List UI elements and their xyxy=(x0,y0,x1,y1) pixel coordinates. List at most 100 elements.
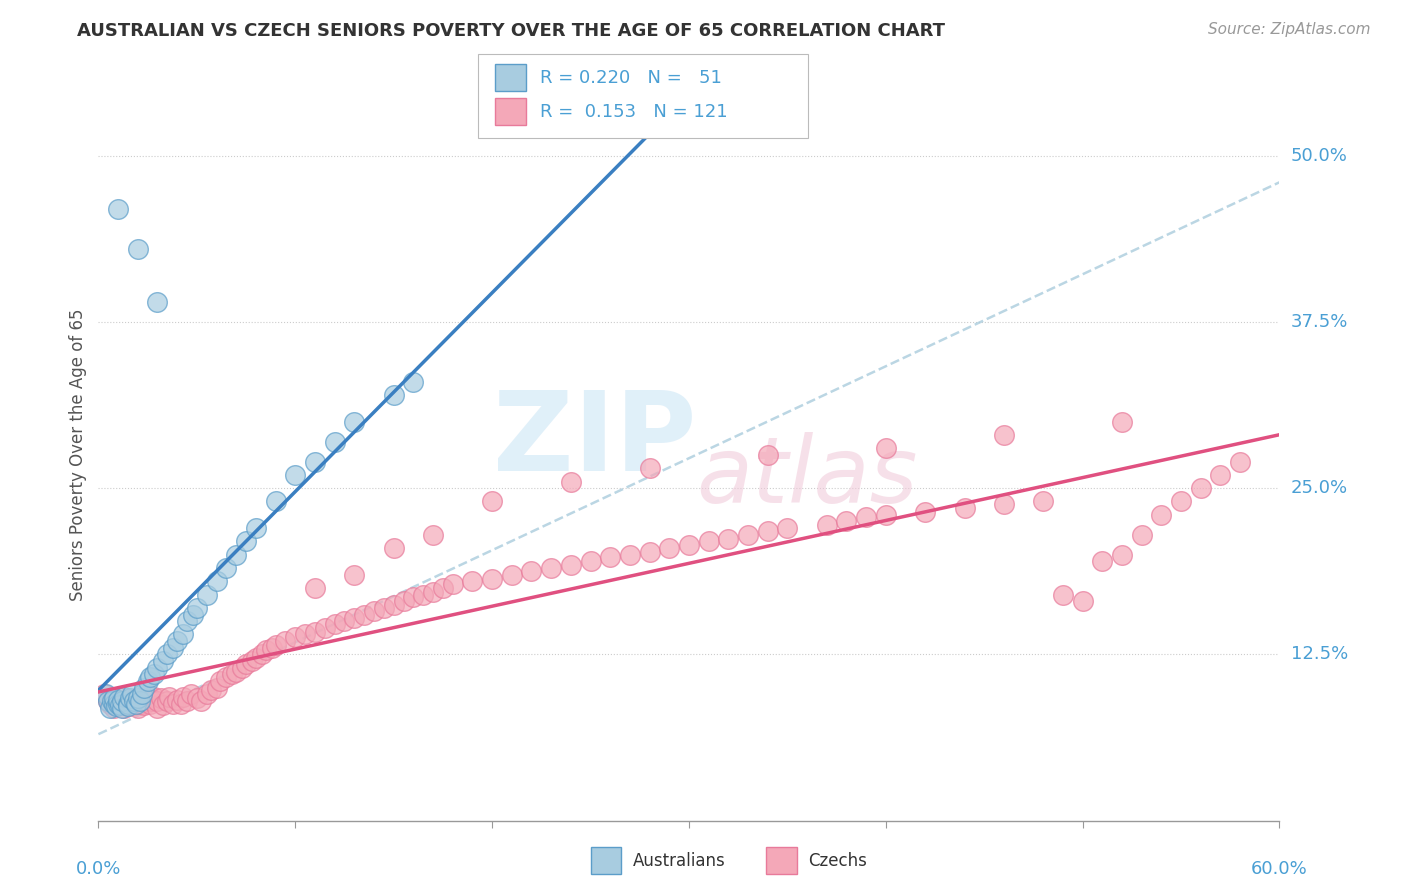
Point xyxy=(127,694,149,708)
Point xyxy=(1071,594,1094,608)
Point xyxy=(107,692,129,706)
Point xyxy=(441,577,464,591)
Point xyxy=(180,687,202,701)
Point xyxy=(146,295,169,310)
Point xyxy=(121,697,143,711)
Point xyxy=(333,614,356,628)
Point xyxy=(432,581,454,595)
Point xyxy=(162,640,184,655)
Point xyxy=(138,697,160,711)
Point xyxy=(304,624,326,639)
Point xyxy=(125,691,148,706)
Point xyxy=(353,607,375,622)
Point xyxy=(146,661,169,675)
Point xyxy=(142,690,165,704)
Text: R = 0.220   N =   51: R = 0.220 N = 51 xyxy=(540,69,721,87)
Point xyxy=(343,611,366,625)
Point xyxy=(146,694,169,708)
Point xyxy=(815,518,838,533)
Point xyxy=(105,694,128,708)
Point xyxy=(225,665,247,679)
Point xyxy=(756,448,779,462)
Point xyxy=(638,461,661,475)
Point xyxy=(195,588,218,602)
Point xyxy=(111,694,134,708)
Point xyxy=(1150,508,1173,522)
Text: AUSTRALIAN VS CZECH SENIORS POVERTY OVER THE AGE OF 65 CORRELATION CHART: AUSTRALIAN VS CZECH SENIORS POVERTY OVER… xyxy=(77,22,945,40)
Point xyxy=(117,699,139,714)
Point xyxy=(209,673,232,688)
Text: ZIP: ZIP xyxy=(492,387,696,494)
Point xyxy=(658,541,681,555)
Point xyxy=(756,524,779,538)
Point xyxy=(205,681,228,695)
Point xyxy=(190,694,212,708)
Point xyxy=(117,699,139,714)
Point xyxy=(737,527,759,541)
Point xyxy=(914,505,936,519)
Point xyxy=(166,634,188,648)
Point xyxy=(875,442,897,456)
Point xyxy=(254,643,277,657)
Point xyxy=(250,648,273,662)
Point xyxy=(402,591,425,605)
Point xyxy=(176,614,198,628)
Point xyxy=(146,700,169,714)
Point xyxy=(111,700,134,714)
Text: 0.0%: 0.0% xyxy=(76,860,121,878)
Text: R =  0.153   N = 121: R = 0.153 N = 121 xyxy=(540,103,727,120)
Text: 25.0%: 25.0% xyxy=(1291,479,1348,497)
Point xyxy=(284,467,307,482)
Point xyxy=(481,572,503,586)
Point xyxy=(150,691,173,706)
Point xyxy=(107,697,129,711)
Point xyxy=(343,567,366,582)
Point xyxy=(172,690,194,704)
Point xyxy=(540,561,562,575)
Point xyxy=(678,538,700,552)
Point xyxy=(176,694,198,708)
Point xyxy=(131,687,153,701)
Point xyxy=(343,415,366,429)
Point xyxy=(1111,548,1133,562)
Point xyxy=(363,603,385,617)
Point xyxy=(186,600,208,615)
Point xyxy=(274,634,297,648)
Point xyxy=(215,670,238,684)
Point xyxy=(98,697,121,711)
Point xyxy=(128,697,150,711)
Point xyxy=(1189,481,1212,495)
Point xyxy=(107,690,129,704)
Point xyxy=(107,697,129,711)
Point xyxy=(461,574,484,589)
Point xyxy=(231,661,253,675)
Point xyxy=(221,667,243,681)
Text: 60.0%: 60.0% xyxy=(1251,860,1308,878)
Point xyxy=(245,521,267,535)
Point xyxy=(136,687,159,701)
Point xyxy=(118,691,141,706)
Point xyxy=(560,475,582,489)
Point xyxy=(235,657,257,671)
Point xyxy=(875,508,897,522)
Point xyxy=(132,698,155,712)
Text: atlas: atlas xyxy=(696,432,918,522)
Point xyxy=(284,630,307,644)
Text: 50.0%: 50.0% xyxy=(1291,146,1347,165)
Point xyxy=(101,691,124,706)
Point xyxy=(118,694,141,708)
Point xyxy=(225,548,247,562)
Point xyxy=(141,694,163,708)
Point xyxy=(599,550,621,565)
Text: 12.5%: 12.5% xyxy=(1291,646,1348,664)
Point xyxy=(131,691,153,706)
Point xyxy=(152,654,174,668)
Point xyxy=(98,700,121,714)
Point xyxy=(1229,454,1251,468)
Point xyxy=(122,698,145,712)
Point xyxy=(103,691,125,706)
Point xyxy=(481,494,503,508)
Point xyxy=(1209,467,1232,482)
Point xyxy=(125,697,148,711)
Point xyxy=(1032,494,1054,508)
